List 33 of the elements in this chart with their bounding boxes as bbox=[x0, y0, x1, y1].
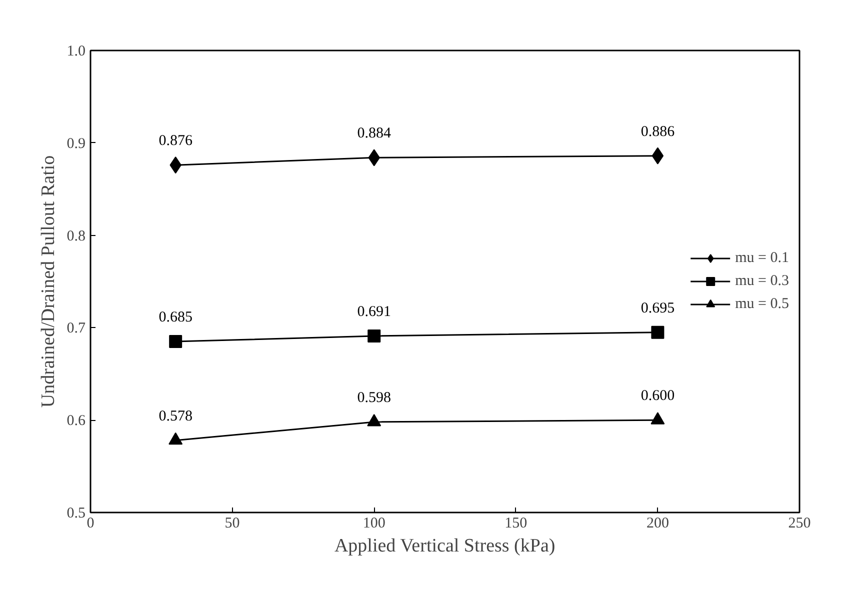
point bbox=[651, 326, 664, 339]
x-tick-label: 0 bbox=[86, 516, 94, 532]
data-label: 0.685 bbox=[158, 310, 192, 326]
legend-label: mu = 0.3 bbox=[735, 272, 789, 290]
data-label: 0.598 bbox=[357, 390, 391, 406]
data-label: 0.600 bbox=[640, 388, 675, 404]
y-tick-label: 0.5 bbox=[66, 506, 86, 522]
x-tick-label: 200 bbox=[646, 516, 669, 532]
x-tick-label: 50 bbox=[224, 516, 240, 532]
point bbox=[169, 335, 182, 348]
legend-label: mu = 0.5 bbox=[735, 296, 789, 312]
point bbox=[650, 412, 665, 424]
data-label: 0.886 bbox=[640, 124, 676, 140]
y-tick-label: 0.9 bbox=[66, 136, 86, 152]
point bbox=[168, 432, 183, 445]
x-tick-label: 250 bbox=[788, 516, 811, 532]
y-axis-title: Undrained/Drained Pullout Ratio bbox=[38, 155, 59, 408]
x-axis-title: Applied Vertical Stress (kPa) bbox=[334, 536, 556, 556]
y-tick-label: 1.0 bbox=[66, 44, 86, 60]
data-label: 0.691 bbox=[357, 304, 391, 320]
point bbox=[368, 330, 381, 343]
legend-label: mu = 0.1 bbox=[735, 250, 789, 266]
data-label: 0.695 bbox=[640, 300, 675, 316]
point bbox=[652, 147, 664, 164]
data-label: 0.578 bbox=[158, 408, 192, 424]
data-label: 0.876 bbox=[158, 133, 193, 150]
data-label: 0.884 bbox=[357, 126, 392, 142]
y-tick-label: 0.6 bbox=[66, 413, 86, 430]
y-tick-label: 0.8 bbox=[66, 228, 86, 244]
y-tick-label: 0.7 bbox=[66, 320, 86, 337]
x-tick-label: 150 bbox=[504, 516, 528, 532]
point bbox=[367, 414, 382, 426]
x-tick-label: 100 bbox=[362, 516, 386, 532]
